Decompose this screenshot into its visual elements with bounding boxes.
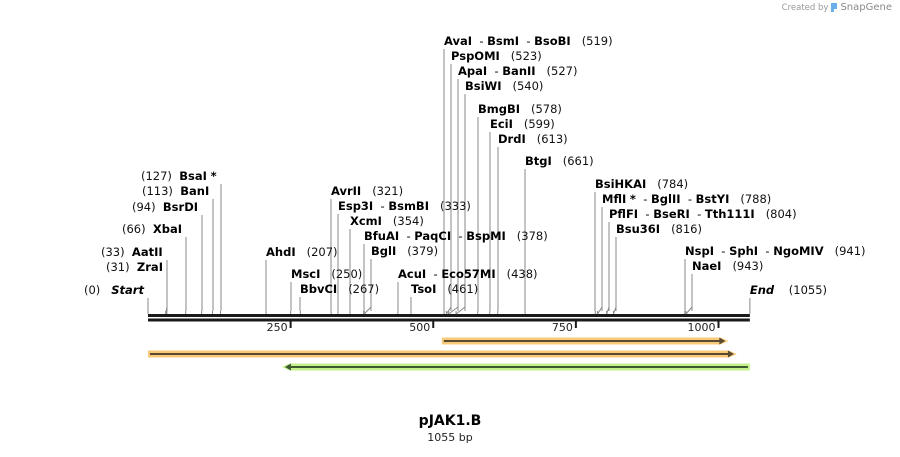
scale-tick-label: 750	[552, 321, 573, 334]
site-label-avrii[interactable]: AvrII (321)	[331, 184, 404, 198]
scale-tick	[289, 321, 292, 328]
scale-tick-label: 250	[267, 321, 288, 334]
site-label-btgi[interactable]: BtgI (661)	[525, 154, 594, 168]
site-label-apai[interactable]: ApaI - BanII (527)	[458, 64, 578, 78]
site-leader-kink	[455, 306, 466, 315]
site-label-tsoi[interactable]: TsoI (461)	[411, 282, 479, 296]
site-label-aatii[interactable]: (33) AatII	[101, 245, 163, 259]
scale-tick-label: 500	[409, 321, 430, 334]
snapgene-logo-icon	[831, 3, 838, 12]
site-label-msci[interactable]: MscI (250)	[291, 267, 363, 281]
feature-green-1	[281, 363, 750, 371]
site-label-bsu36i[interactable]: Bsu36I (816)	[616, 222, 702, 236]
sequence-line-top	[148, 314, 750, 317]
site-label-nspi[interactable]: NspI - SphI - NgoMIV (941)	[685, 244, 866, 258]
site-label-mfli[interactable]: MflI * - BglII - BstYI (788)	[602, 192, 772, 206]
site-leader-kink	[685, 306, 693, 315]
site-label-bgli[interactable]: BglI (379)	[371, 244, 439, 258]
site-leader-kink	[445, 306, 452, 315]
sequence-line-bottom	[148, 318, 750, 322]
plasmid-length: 1055 bp	[427, 431, 473, 444]
site-label-bsrdi[interactable]: (94) BsrDI	[132, 200, 199, 214]
snapgene-credit: Created by SnapGene	[782, 2, 892, 13]
site-label-pspomi[interactable]: PspOMI (523)	[451, 49, 542, 63]
site-label-bani[interactable]: (113) BanI	[142, 184, 210, 198]
scale-tick	[432, 321, 435, 328]
sequence-start-label[interactable]: (0) Start	[84, 283, 144, 297]
site-leader-kink	[597, 306, 603, 315]
site-label-bsai[interactable]: (127) BsaI *	[141, 169, 217, 183]
site-label-esp3i[interactable]: Esp3I - BsmBI (333)	[338, 199, 471, 213]
feature-orange-2	[148, 350, 737, 358]
site-label-naei[interactable]: NaeI (943)	[692, 259, 764, 273]
scale-tick	[717, 321, 720, 328]
site-label-pflfi[interactable]: PflFI - BseRI - Tth111I (804)	[609, 207, 797, 221]
credit-brand: SnapGene	[840, 2, 892, 13]
site-label-avai[interactable]: AvaI - BsmI - BsoBI (519)	[444, 34, 613, 48]
feature-orange-1	[441, 337, 729, 345]
site-leader-kink	[448, 306, 459, 315]
site-label-ecii[interactable]: EciI (599)	[490, 117, 555, 131]
site-label-acui[interactable]: AcuI - Eco57MI (438)	[398, 267, 538, 281]
site-label-xbai[interactable]: (66) XbaI	[122, 222, 183, 236]
site-label-bsiwi[interactable]: BsiWI (540)	[465, 79, 544, 93]
site-label-bsihkai[interactable]: BsiHKAI (784)	[595, 177, 689, 191]
credit-text: Created by	[781, 2, 829, 13]
scale-tick	[574, 321, 577, 328]
site-label-drdi[interactable]: DrdI (613)	[498, 132, 568, 146]
site-label-bbvci[interactable]: BbvCI (267)	[300, 282, 380, 296]
plasmid-name: pJAK1.B	[418, 413, 482, 429]
sequence-end-label[interactable]: End (1055)	[749, 283, 828, 297]
site-label-zrai[interactable]: (31) ZraI	[106, 260, 163, 274]
site-label-xcmi[interactable]: XcmI (354)	[350, 214, 424, 228]
scale-tick-label: 1000	[688, 321, 716, 334]
site-label-bmgbi[interactable]: BmgBI (578)	[478, 102, 562, 116]
site-leader-kink	[363, 306, 372, 315]
site-label-bfuai[interactable]: BfuAI - PaqCI - BspMI (378)	[364, 229, 548, 243]
site-label-ahdi[interactable]: AhdI (207)	[266, 245, 338, 259]
